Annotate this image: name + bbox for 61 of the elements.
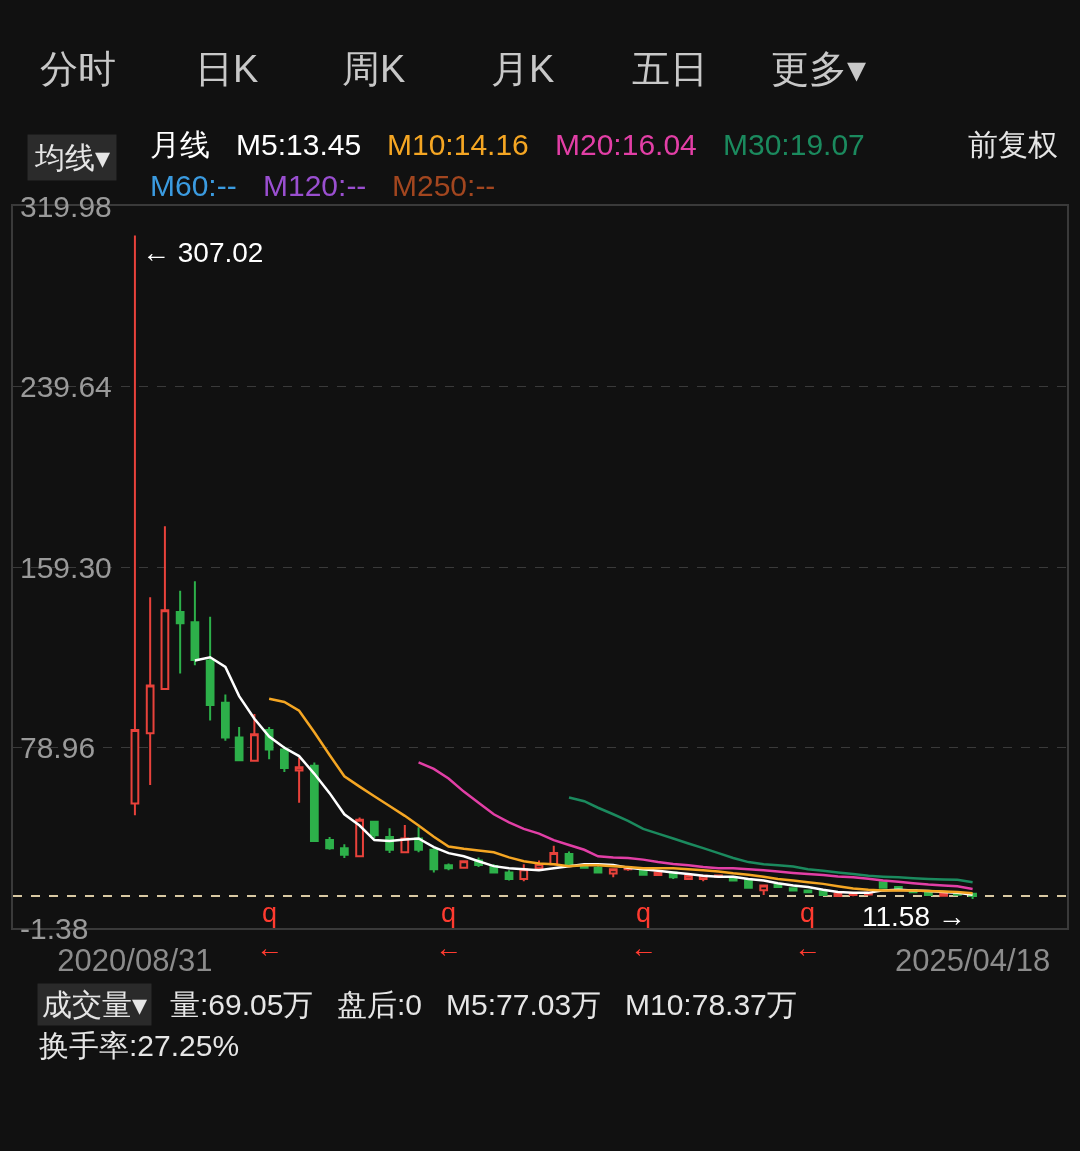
candlestick xyxy=(504,869,514,882)
text: 换手率:27.25% xyxy=(39,1029,240,1062)
text: 前复权 xyxy=(968,128,1058,161)
text: M20:16.04 xyxy=(555,128,697,161)
y-tick-label: 78.96 xyxy=(20,731,96,765)
candlestick xyxy=(759,884,769,897)
candlestick xyxy=(459,860,469,869)
candlestick xyxy=(160,525,170,690)
text: M5:77.03万 xyxy=(446,988,602,1021)
text: 量:69.05万 xyxy=(170,988,314,1021)
text: 五日 xyxy=(632,48,708,90)
candlestick xyxy=(429,847,439,874)
legend-label: M120:-- xyxy=(263,169,367,202)
annotation: q ← xyxy=(794,898,821,964)
line-series xyxy=(417,761,974,891)
candlestick xyxy=(339,843,349,860)
y-tick-label: 159.30 xyxy=(20,550,112,584)
text: 周K xyxy=(342,48,406,90)
legend-label: M60:-- xyxy=(150,169,237,202)
y-tick-label: -1.38 xyxy=(20,911,89,945)
text: M5:13.45 xyxy=(236,128,362,161)
candlestick xyxy=(878,880,888,890)
text: 盘后:0 xyxy=(337,988,423,1021)
annotation: ← 307.02 xyxy=(142,237,264,268)
candlestick xyxy=(369,819,379,840)
candlestick xyxy=(190,580,200,667)
text: 成交量▾ xyxy=(42,988,147,1021)
y-tick-label: 239.64 xyxy=(20,370,112,404)
text: 日K xyxy=(195,48,259,90)
line-series xyxy=(567,796,974,884)
candlestick xyxy=(444,862,453,872)
annotation: 11.58 → xyxy=(862,901,966,932)
text: 更多▾ xyxy=(771,48,866,90)
annotation: q ← xyxy=(630,898,657,964)
candlestick xyxy=(250,712,259,762)
text: 均线▾ xyxy=(34,141,110,174)
text: 分时 xyxy=(40,48,116,90)
candlestick xyxy=(175,589,185,675)
legend-title: 月线 xyxy=(150,128,210,161)
candlestick xyxy=(130,234,140,817)
x-tick-label: 2020/08/31 xyxy=(57,943,213,979)
legend-label: M250:-- xyxy=(392,169,496,202)
candlestick xyxy=(221,693,230,742)
text: M30:19.07 xyxy=(723,128,865,161)
x-tick-label: 2025/04/18 xyxy=(895,943,1051,979)
text: 月K xyxy=(491,48,555,90)
candlestick xyxy=(294,756,304,804)
candlestick xyxy=(608,867,618,879)
annotation: q ← xyxy=(435,898,462,964)
annotation: q ← xyxy=(256,898,283,964)
text: M10:14.16 xyxy=(387,128,529,161)
candlestick xyxy=(309,761,319,843)
candlestick xyxy=(924,891,933,897)
candlestick xyxy=(205,615,215,722)
candlestick xyxy=(325,835,334,851)
candlestick xyxy=(234,725,244,762)
line-series xyxy=(267,697,974,895)
candlestick xyxy=(355,816,364,858)
y-tick-label: 319.98 xyxy=(20,189,112,223)
candlestick xyxy=(145,596,155,787)
text: M10:78.37万 xyxy=(625,988,797,1021)
